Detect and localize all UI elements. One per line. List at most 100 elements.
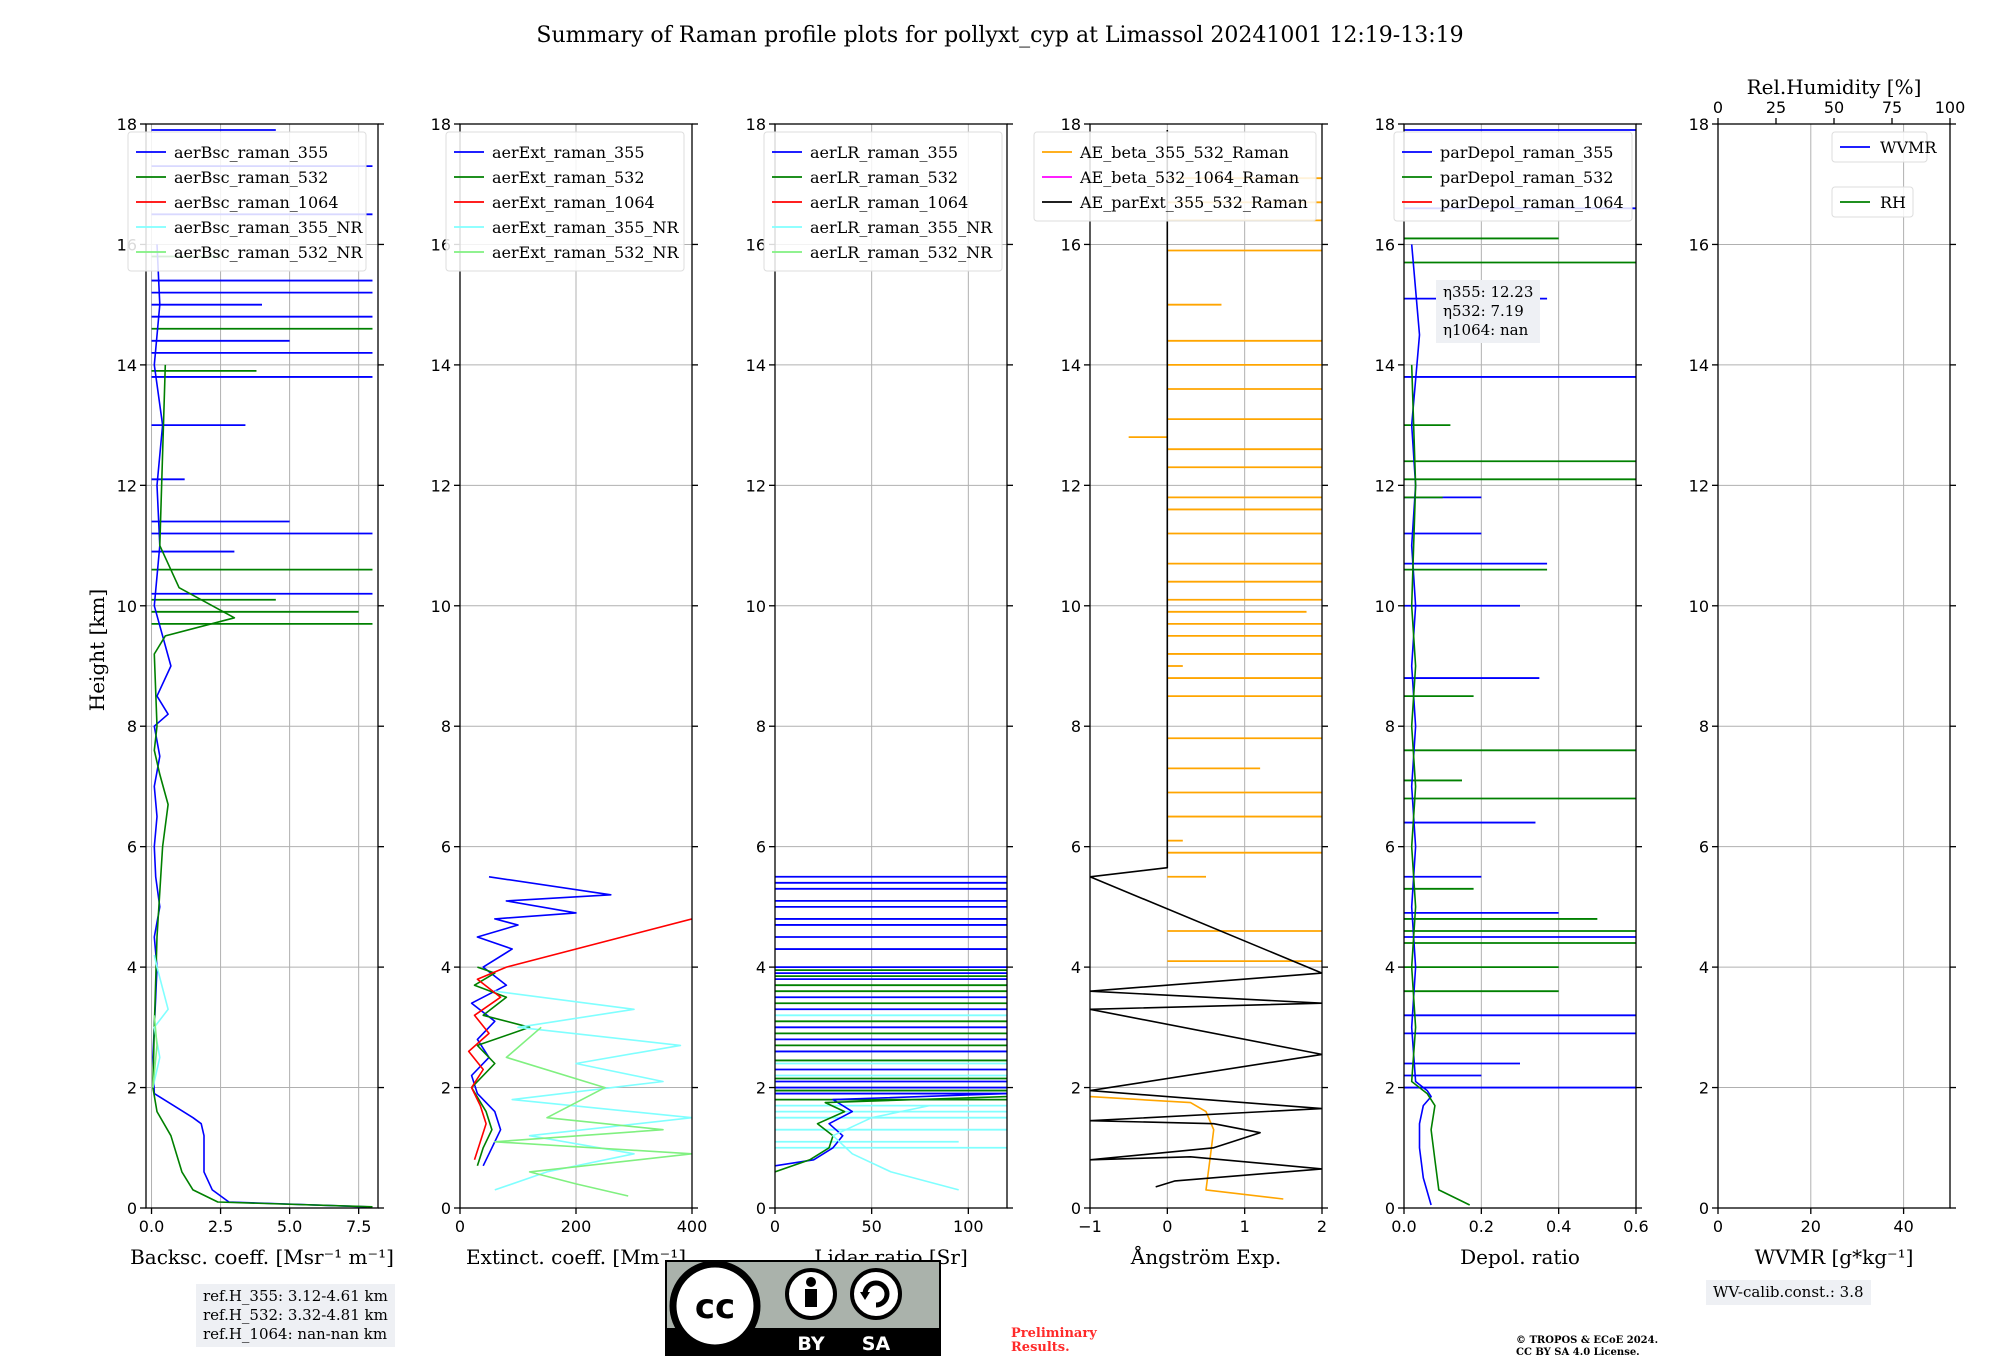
eta-1064: η1064: nan: [1443, 321, 1529, 339]
y-tick-label: 10: [431, 597, 451, 616]
y-tick-label: 10: [1375, 597, 1395, 616]
y-tick-label: 14: [1689, 356, 1709, 375]
series-aerExt_raman_355: [470, 876, 612, 1167]
series-aerBsc_raman_355: [152, 244, 368, 1208]
ref-height-532: ref.H_532: 3.32-4.81 km: [203, 1306, 388, 1324]
legend-frame: [127, 131, 367, 272]
series-aerBsc_raman_355_NR: [152, 954, 169, 1088]
figure-title: Summary of Raman profile plots for polly…: [536, 23, 1463, 48]
y-tick-label: 18: [117, 115, 137, 134]
legend-entry: parDepol_raman_532: [1440, 168, 1613, 187]
x-tick-label: 2: [1317, 1217, 1327, 1236]
x-tick-label: 40: [1893, 1217, 1913, 1236]
series-aerExt_raman_1064: [467, 918, 692, 1161]
y-tick-label: 2: [127, 1079, 137, 1098]
y-tick-label: 4: [127, 958, 137, 977]
x-tick-label: 0.0: [139, 1217, 164, 1236]
series-AE_beta_355_532_Raman: [1090, 1095, 1284, 1200]
legend-entry: parDepol_raman_355: [1440, 143, 1613, 162]
y-tick-label: 8: [1385, 717, 1395, 736]
y-tick-label: 0: [441, 1199, 451, 1218]
y-tick-label: 4: [1071, 958, 1081, 977]
y-tick-label: 8: [127, 717, 137, 736]
legend-entry: aerBsc_raman_532: [174, 168, 328, 187]
top-x-tick-label: 25: [1766, 98, 1786, 117]
eta-355: η355: 12.23: [1443, 283, 1534, 301]
legend: aerLR_raman_355 aerLR_raman_532 aerLR_rama…: [763, 131, 1003, 272]
x-tick-label: 0.0: [1391, 1217, 1416, 1236]
preliminary-line-1: Preliminary: [1011, 1326, 1097, 1341]
legend-entry: aerExt_raman_532: [492, 168, 645, 187]
x-axis-label: Ångström Exp.: [1130, 1244, 1281, 1269]
legend-entry: aerBsc_raman_355: [174, 143, 328, 162]
y-tick-label: 0: [1385, 1199, 1395, 1218]
legend-frame: [1033, 131, 1317, 222]
wv-calibration-box: WV-calib.const.: 3.8: [1706, 1280, 1871, 1305]
plot-frame: [1089, 123, 1323, 1209]
copyright-line-2: CC BY SA 4.0 License.: [1516, 1347, 1640, 1358]
legend-entry: aerLR_raman_532: [810, 168, 958, 187]
series-parDepol_raman_532: [1410, 364, 1471, 1206]
cc-sa-label: SA: [862, 1333, 891, 1355]
x-tick-label: 2.5: [208, 1217, 233, 1236]
legend: aerExt_raman_355 aerExt_raman_532 aerExt_r…: [445, 131, 685, 272]
x-axis-label: Backsc. coeff. [Msr⁻¹ m⁻¹]: [130, 1245, 394, 1269]
y-tick-label: 18: [1061, 115, 1081, 134]
y-tick-label: 12: [431, 476, 451, 495]
legend-entry: aerLR_raman_1064: [810, 193, 968, 212]
y-tick-label: 18: [1375, 115, 1395, 134]
legend-frame: [1831, 131, 1928, 163]
plot-area: [775, 875, 1007, 1191]
x-tick-label: 0: [770, 1217, 780, 1236]
x-tick-label: 0: [455, 1217, 465, 1236]
y-tick-label: 18: [746, 115, 766, 134]
person-body-icon: [805, 1289, 817, 1307]
y-tick-label: 14: [1375, 356, 1395, 375]
y-tick-label: 12: [1061, 476, 1081, 495]
y-tick-label: 6: [1071, 838, 1081, 857]
y-tick-label: 16: [1689, 235, 1709, 254]
plot-frame: [145, 123, 379, 1209]
copyright-line-1: © TROPOS & ECoE 2024.: [1516, 1335, 1659, 1346]
legend-entry: aerBsc_raman_532_NR: [174, 243, 363, 262]
y-tick-label: 12: [746, 476, 766, 495]
plot-area: [151, 129, 373, 1208]
y-tick-label: 2: [1071, 1079, 1081, 1098]
legend-frame: [1393, 131, 1633, 222]
top-x-tick-label: 0: [1713, 98, 1723, 117]
legend: parDepol_raman_355 parDepol_raman_532 parD…: [1393, 131, 1633, 222]
plot-frame: [774, 123, 1008, 1209]
y-tick-label: 6: [441, 838, 451, 857]
legend-entry: WVMR: [1880, 138, 1937, 157]
legend-entry: aerBsc_raman_355_NR: [174, 218, 363, 237]
plot-frame: [1717, 123, 1951, 1209]
cc-logo-text: cc: [695, 1287, 735, 1327]
x-axis-label: Extinct. coeff. [Mm⁻¹]: [466, 1245, 686, 1269]
y-tick-label: 14: [117, 356, 137, 375]
plot-area: [467, 876, 692, 1197]
legend-frame: [445, 131, 685, 272]
y-tick-label: 18: [1689, 115, 1709, 134]
legend-entry: aerBsc_raman_1064: [174, 193, 339, 212]
top-x-tick-label: 50: [1824, 98, 1844, 117]
y-tick-label: 16: [1061, 235, 1081, 254]
legend-entry: aerExt_raman_355_NR: [492, 218, 680, 237]
plot-area: [1090, 130, 1322, 1200]
y-tick-label: 10: [746, 597, 766, 616]
eta-532: η532: 7.19: [1443, 302, 1524, 320]
series-AE_parExt_355_532_Raman: [1090, 130, 1322, 1188]
y-tick-label: 4: [756, 958, 766, 977]
person-head-icon: [806, 1277, 816, 1287]
y-tick-label: 18: [431, 115, 451, 134]
copyright-note: © TROPOS & ECoE 2024. CC BY SA 4.0 Licen…: [1516, 1335, 1658, 1359]
y-tick-label: 8: [441, 717, 451, 736]
preliminary-line-2: Results.: [1011, 1340, 1070, 1355]
top-x-axis-label: Rel.Humidity [%]: [1747, 75, 1922, 99]
y-tick-label: 0: [1071, 1199, 1081, 1218]
legend-entry: parDepol_raman_1064: [1440, 193, 1624, 212]
legend: WVMR RH: [1831, 131, 1937, 218]
legend-entry: aerLR_raman_355: [810, 143, 958, 162]
